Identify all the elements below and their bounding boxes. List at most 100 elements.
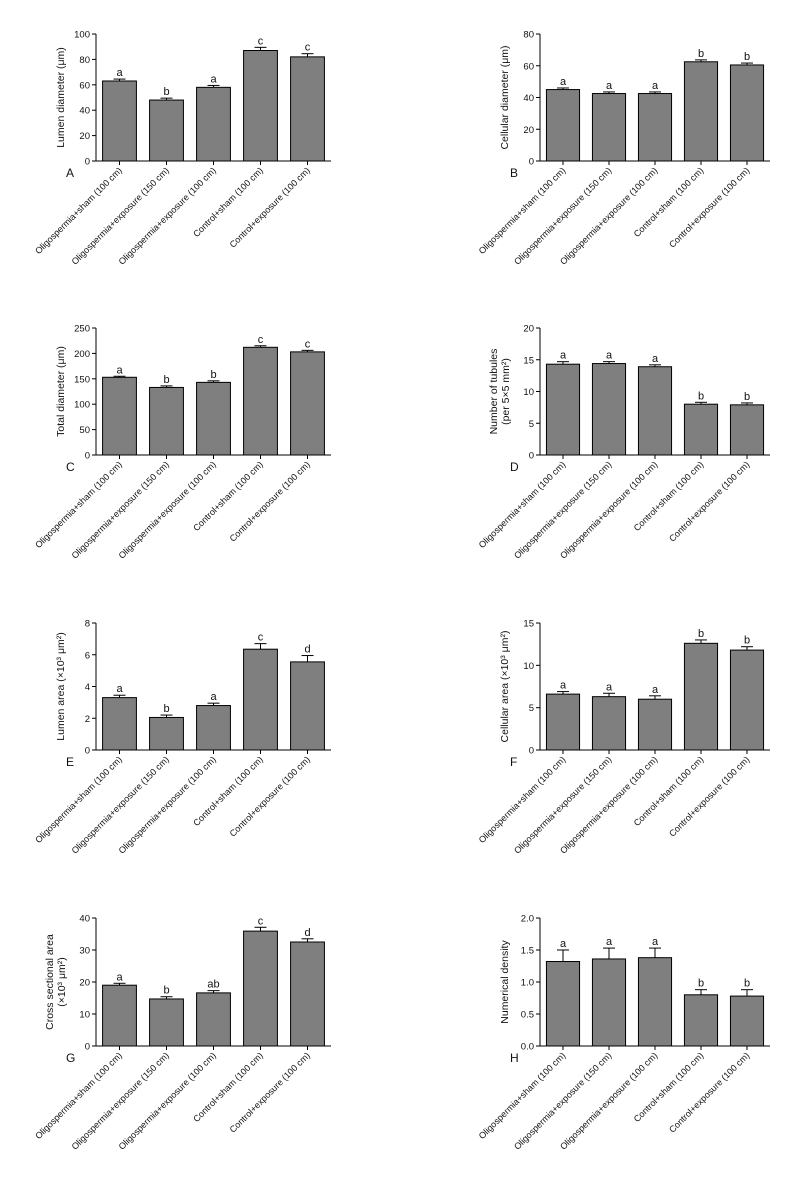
bar (102, 376, 137, 456)
y-axis-label: Cross sectional area (44, 934, 56, 1030)
bar (290, 661, 325, 751)
significance-label: b (744, 635, 750, 647)
x-tick-label: Oligospermia+exposure (100 cm) (117, 459, 218, 560)
y-axis-label: Total diameter (μm) (55, 346, 67, 437)
significance-label: a (560, 938, 567, 950)
panel-letter: E (66, 755, 74, 769)
significance-label: c (258, 915, 264, 927)
y-tick-label: 0.0 (521, 1042, 534, 1053)
x-tick-label: Oligospermia+exposure (100 cm) (558, 459, 659, 560)
chart-panel-c: 0 50 100 150 200 250 Total diameter (μm) Ca Olig… (33, 324, 331, 561)
significance-label: b (698, 390, 704, 402)
bar (729, 404, 765, 456)
bar (243, 346, 278, 456)
bar (102, 984, 137, 1047)
y-tick-label: 20 (523, 125, 534, 136)
bar (149, 386, 184, 456)
x-tick-label: Oligospermia+sham (100 cm) (33, 165, 124, 256)
y-tick-label: 1.5 (521, 946, 534, 957)
bar (102, 80, 137, 162)
y-tick-label: 2.0 (521, 914, 534, 925)
bar (545, 693, 581, 751)
significance-label: a (116, 364, 123, 376)
bar (290, 941, 325, 1047)
x-tick-label: Oligospermia+exposure (150 cm) (70, 1050, 171, 1151)
bar (683, 61, 719, 162)
y-axis-label: Lumen diameter (μm) (55, 47, 67, 148)
y-axis-label: Cellular diameter (μm) (499, 45, 511, 149)
significance-label: a (606, 936, 613, 948)
x-tick-label: Control+exposure (100 cm) (667, 165, 751, 249)
y-tick-label: 0 (529, 451, 534, 462)
bar (102, 697, 137, 751)
bar (637, 698, 673, 751)
bar (637, 93, 673, 162)
y-tick-label: 8 (85, 619, 90, 630)
significance-label: b (163, 86, 169, 98)
x-tick-label: Oligospermia+exposure (150 cm) (512, 754, 613, 855)
x-tick-label: Control+exposure (100 cm) (228, 754, 312, 838)
bar (729, 64, 765, 162)
bar (545, 89, 581, 162)
bar (243, 50, 278, 162)
y-tick-label: 250 (74, 324, 90, 335)
y-tick-label: 0 (85, 157, 90, 168)
bar (591, 958, 627, 1047)
chart-panel-b: 0 20 40 60 80 Cellular diameter (μm) Ba Oligosp… (477, 30, 770, 267)
y-tick-label: 20 (79, 978, 90, 989)
significance-label: c (258, 334, 264, 346)
x-tick-label: Oligospermia+sham (100 cm) (477, 1050, 568, 1141)
chart-panel-d: 0 5 10 15 20 Number of tubules (per 5×5 mm²) Da… (477, 324, 770, 561)
y-tick-label: 6 (85, 650, 90, 661)
significance-label: a (652, 684, 659, 696)
y-tick-label: 150 (74, 374, 90, 385)
panel-letter: C (66, 460, 75, 474)
y-tick-label: 1.0 (521, 978, 534, 989)
bar (196, 381, 231, 456)
y-tick-label: 60 (523, 61, 534, 72)
bar (591, 363, 627, 456)
significance-label: a (210, 691, 217, 703)
y-tick-label: 0.5 (521, 1010, 534, 1021)
y-tick-label: 0 (85, 746, 90, 757)
significance-label: a (652, 353, 659, 365)
chart-panel-h: 0.0 0.5 1.0 1.5 2.0 Numerical density Ha Oligos… (477, 914, 770, 1152)
x-tick-label: Oligospermia+sham (100 cm) (33, 459, 124, 550)
y-tick-label: 4 (85, 682, 90, 693)
x-tick-label: Oligospermia+exposure (100 cm) (558, 754, 659, 855)
x-tick-label: Oligospermia+exposure (150 cm) (512, 165, 613, 266)
panel-letter: F (510, 755, 517, 769)
significance-label: b (744, 978, 750, 990)
y-tick-label: 40 (79, 914, 90, 925)
bar (591, 93, 627, 162)
y-axis-label: Numerical density (499, 940, 511, 1024)
significance-label: b (744, 51, 750, 63)
y-tick-label: 80 (79, 55, 90, 66)
x-tick-label: Control+exposure (100 cm) (667, 459, 751, 543)
y-tick-label: 2 (85, 714, 90, 725)
y-tick-label: 10 (523, 661, 534, 672)
significance-label: c (258, 35, 264, 47)
significance-label: ab (207, 979, 219, 991)
x-tick-label: Oligospermia+exposure (150 cm) (512, 1050, 613, 1151)
y-tick-label: 20 (523, 324, 534, 335)
panel-letter: B (510, 166, 518, 180)
bar (243, 930, 278, 1047)
y-axis-label: Number of tubules (488, 349, 500, 435)
significance-label: a (116, 683, 123, 695)
bar (149, 998, 184, 1047)
bar (196, 992, 231, 1047)
x-tick-label: Oligospermia+exposure (150 cm) (70, 754, 171, 855)
y-tick-label: 15 (523, 355, 534, 366)
significance-label: a (606, 350, 613, 362)
y-tick-label: 0 (85, 1042, 90, 1053)
significance-label: b (163, 374, 169, 386)
significance-label: c (258, 632, 264, 644)
significance-label: b (698, 48, 704, 60)
significance-label: b (698, 628, 704, 640)
x-tick-label: Control+exposure (100 cm) (228, 165, 312, 249)
panel-letter: G (66, 1051, 75, 1065)
y-tick-label: 40 (523, 93, 534, 104)
x-tick-label: Oligospermia+exposure (100 cm) (558, 1050, 659, 1151)
